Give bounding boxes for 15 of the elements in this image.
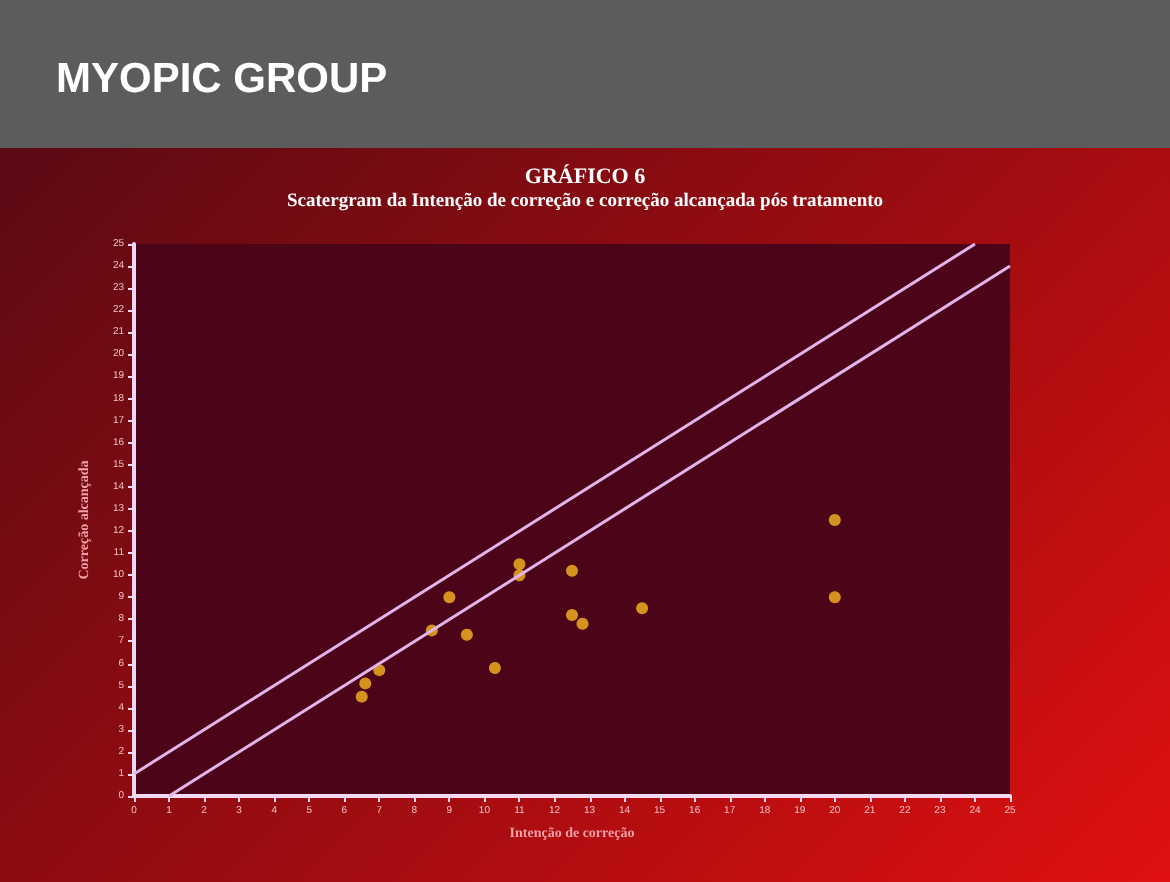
point — [359, 677, 372, 690]
point — [566, 608, 578, 621]
chart-title: GRÁFICO 6 — [524, 163, 647, 189]
point — [460, 628, 473, 641]
chart-subtitle: Scatergram da Intenção de correção e correção alcançada pós tratamento — [286, 192, 884, 212]
point — [828, 514, 841, 526]
text: MYOPIC GROUP — [0, 0, 1170, 148]
point — [828, 591, 841, 604]
point — [636, 602, 649, 615]
point — [488, 661, 501, 674]
point — [576, 617, 589, 630]
point — [513, 558, 526, 571]
point — [443, 591, 456, 604]
point — [355, 690, 368, 703]
point — [566, 564, 578, 577]
